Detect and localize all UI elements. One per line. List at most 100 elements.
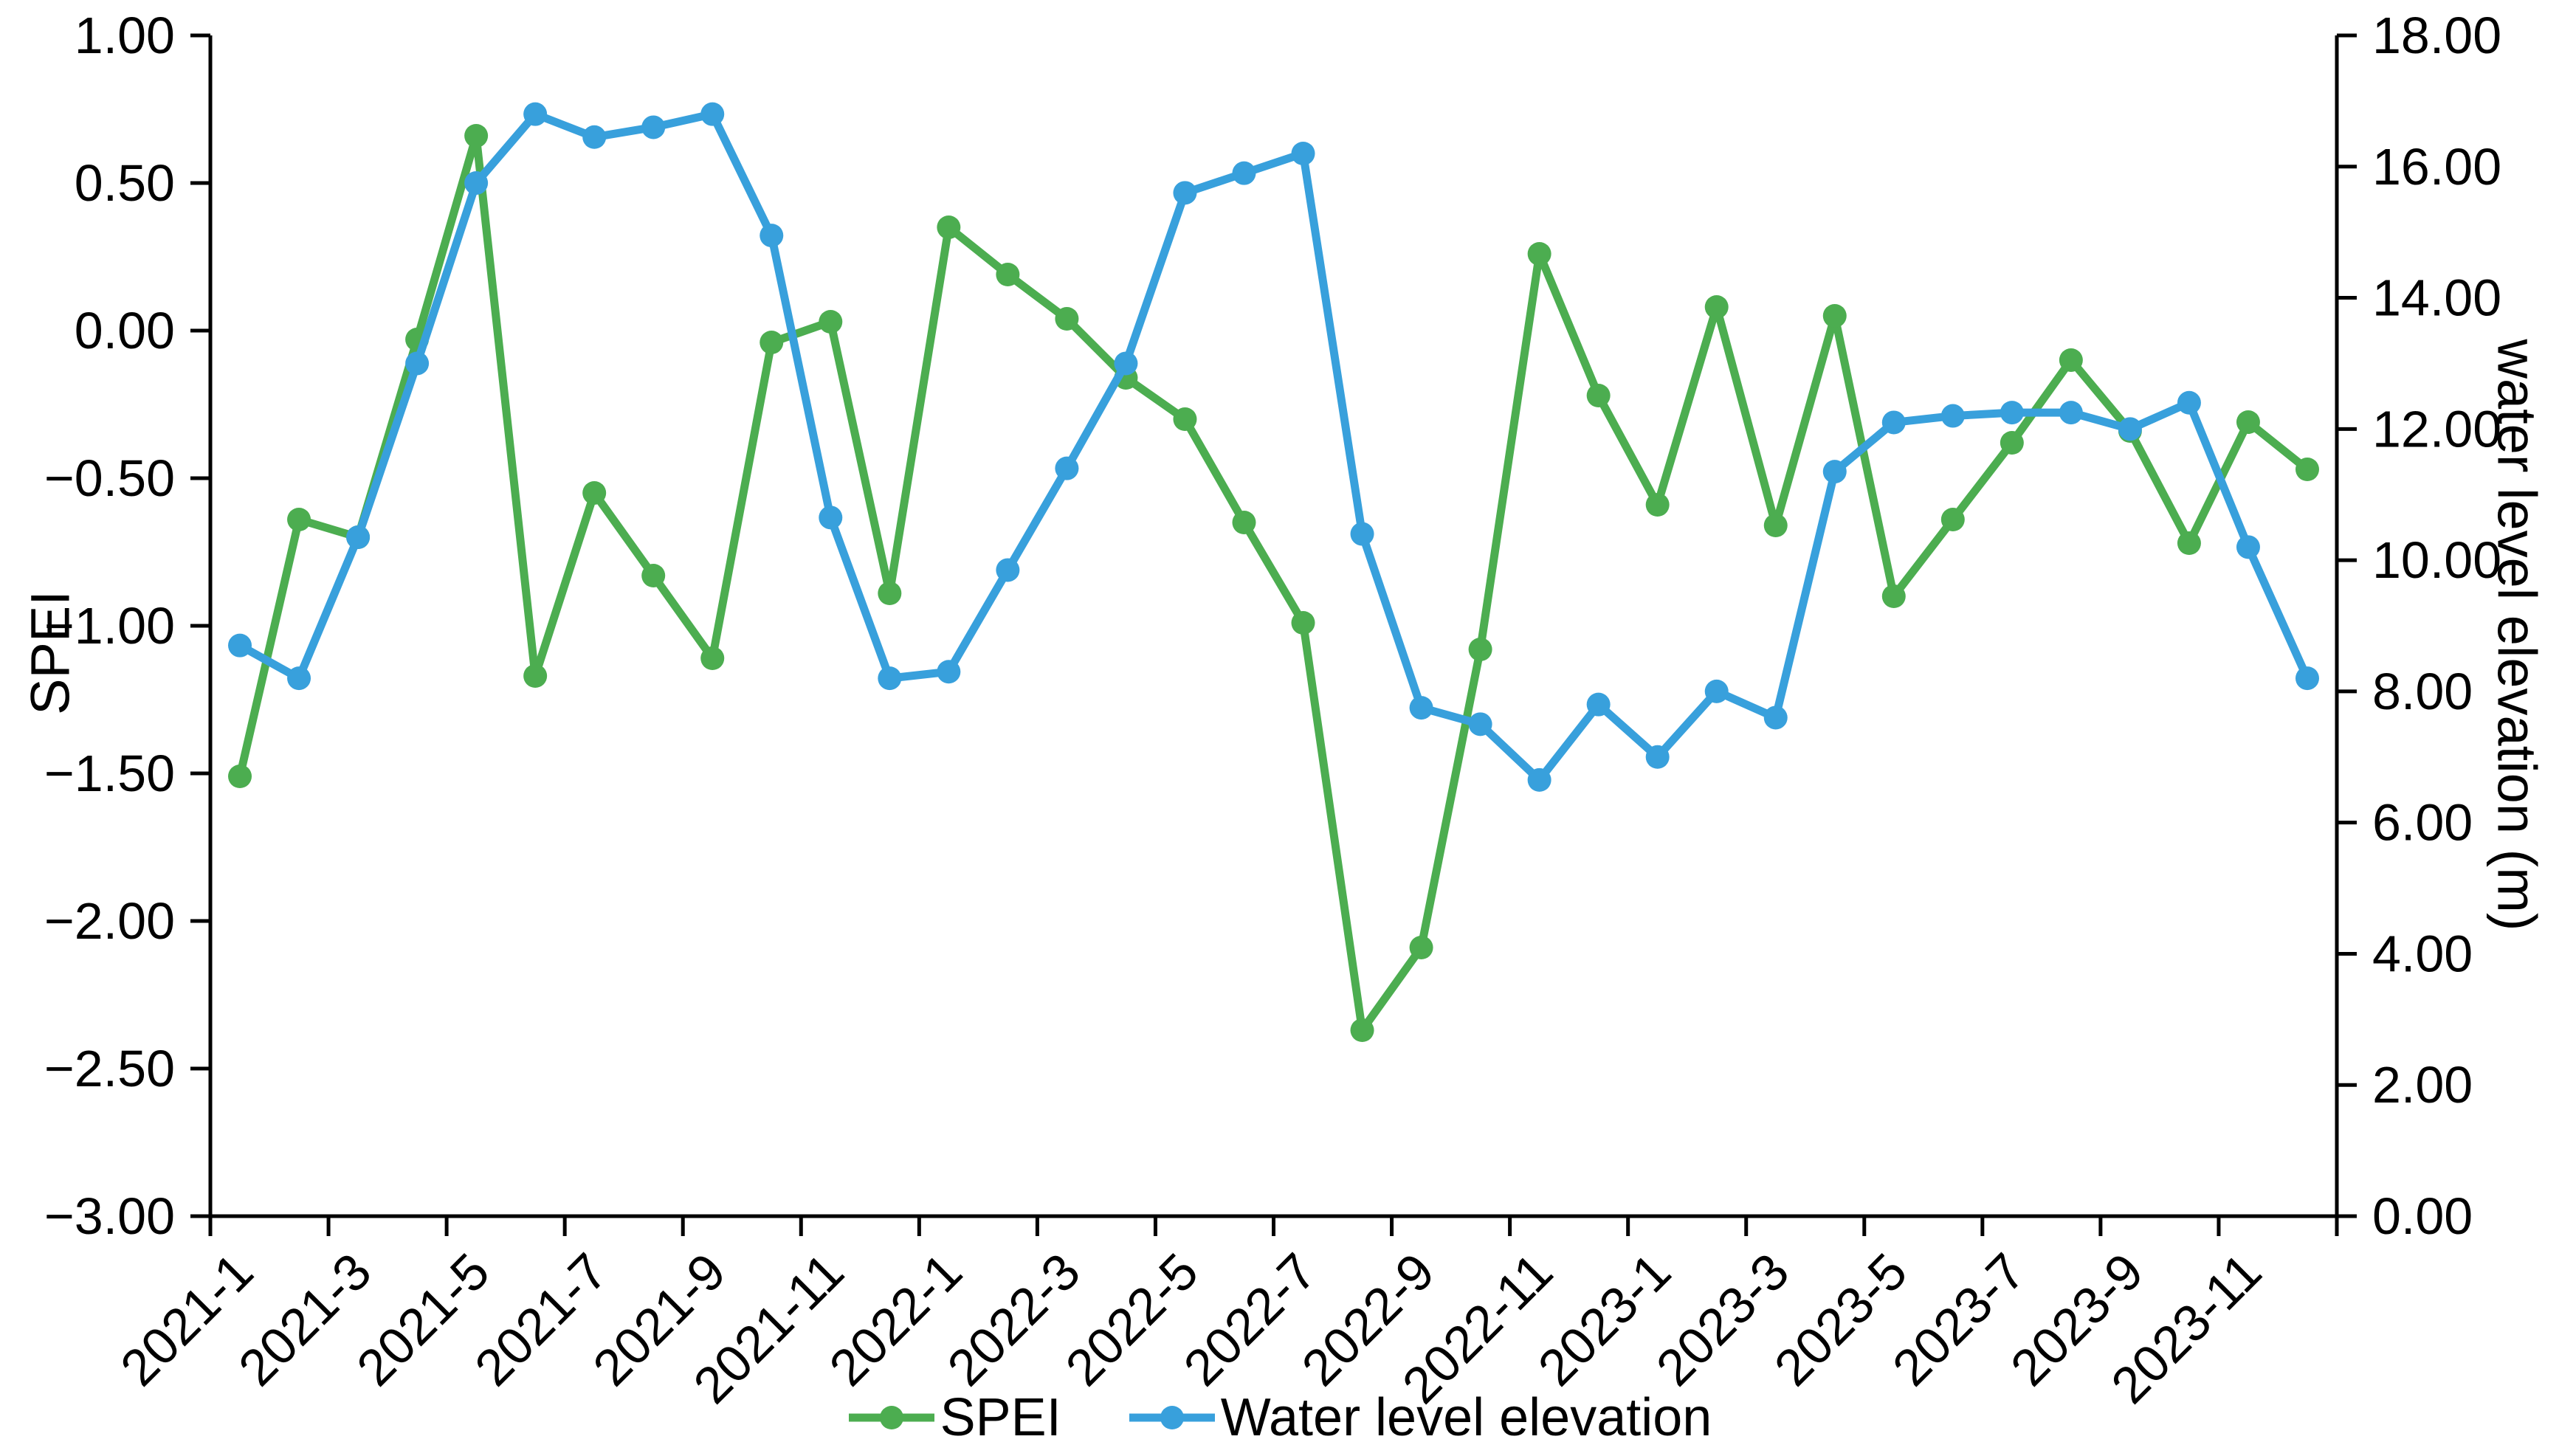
spei-marker: [1763, 514, 1788, 537]
spei-marker: [996, 263, 1020, 286]
y-right-tick-labels: 18.00 16.00 14.00 12.00 10.00 8.00 6.00 4.00 2.0…: [2372, 7, 2501, 1245]
y-right-tick-label: 0.00: [2372, 1187, 2473, 1245]
spei-line: [235, 131, 2312, 1035]
water-level-marker: [937, 660, 961, 684]
water-level-marker: [1763, 705, 1788, 730]
water-level-marker: [1232, 161, 1256, 185]
x-tick-label: 2022-1: [819, 1242, 973, 1396]
water-level-marker: [287, 666, 311, 691]
x-tick-label: 2021-1: [109, 1242, 264, 1396]
spei-marker: [1291, 611, 1315, 635]
water-level-marker: [1350, 522, 1374, 546]
water-level-marker: [819, 506, 843, 530]
water-level-marker: [996, 558, 1020, 582]
water-level-marker: [2236, 535, 2260, 559]
water-level-marker: [2295, 666, 2319, 691]
water-level-marker: [1173, 181, 1197, 205]
spei-marker: [582, 481, 607, 505]
x-tick-label: 2023-1: [1527, 1242, 1681, 1396]
spei-marker: [1350, 1018, 1374, 1042]
water-level-marker: [1822, 460, 1847, 484]
y-left-tick-labels: 1.00 0.50 0.00 −0.50 −1.00 −1.50 −2.00 −2.50 −3.…: [44, 7, 175, 1245]
spei-legend-marker-icon: [848, 1406, 934, 1429]
spei-marker: [819, 310, 843, 334]
spei-marker: [700, 646, 725, 670]
spei-marker: [1173, 407, 1197, 431]
water-level-marker: [2000, 401, 2024, 425]
spei-marker: [1468, 638, 1492, 661]
x-ticks: [208, 1216, 2339, 1236]
spei-marker: [1881, 584, 1906, 608]
spei-marker: [878, 582, 902, 605]
y-left-tick-label: −2.00: [44, 892, 175, 950]
water-level-legend-marker-icon: [1129, 1406, 1215, 1429]
spei-marker: [523, 664, 548, 688]
water-level-marker: [1940, 404, 1965, 428]
x-tick-label: 2022-5: [1055, 1242, 1209, 1396]
legend: SPEI Water level elevation: [0, 1387, 2559, 1448]
legend-label-spei: SPEI: [940, 1388, 1061, 1447]
spei-marker: [641, 564, 666, 587]
y-left-tick-label: −3.00: [44, 1187, 175, 1245]
right-axis-title: water level elevation (m): [2486, 339, 2548, 931]
water-level-marker: [2059, 401, 2083, 425]
x-tick-label: 2023-5: [1763, 1242, 1918, 1396]
water-level-marker: [760, 224, 784, 248]
y-left-tick-label: −1.00: [44, 597, 175, 655]
water-level-marker: [700, 102, 725, 126]
water-level-marker: [1645, 745, 1670, 769]
y-right-tick-label: 6.00: [2372, 794, 2473, 852]
water-level-marker: [641, 115, 666, 139]
water-level-marker: [1881, 410, 1906, 435]
legend-label-water-level: Water level elevation: [1220, 1388, 1712, 1447]
y-left-tick-label: 0.00: [75, 302, 175, 359]
water-level-series: [228, 102, 2319, 792]
spei-marker: [1940, 508, 1965, 531]
water-level-marker: [346, 525, 371, 549]
y-right-tick-label: 18.00: [2372, 7, 2501, 64]
y-right-ticks: [2337, 33, 2357, 1218]
y-left-tick-label: −1.50: [44, 745, 175, 802]
spei-marker: [2236, 410, 2260, 434]
water-level-line: [235, 110, 2312, 784]
y-right-tick-label: 14.00: [2372, 269, 2501, 327]
spei-marker: [228, 765, 252, 788]
x-tick-label: 2023-3: [1645, 1242, 1799, 1396]
water-level-marker: [523, 102, 548, 126]
water-level-marker: [1291, 142, 1315, 165]
spei-marker: [2177, 531, 2201, 555]
x-tick-label: 2022-3: [937, 1242, 1091, 1396]
water-level-marker: [1409, 696, 1433, 720]
water-level-marker: [1704, 679, 1729, 703]
y-right-tick-label: 12.00: [2372, 400, 2501, 458]
spei-marker: [2059, 348, 2083, 372]
x-tick-label: 2023-7: [1881, 1242, 2036, 1396]
y-right-tick-label: 2.00: [2372, 1056, 2473, 1114]
spei-marker: [1645, 493, 1670, 517]
y-left-tick-label: −0.50: [44, 449, 175, 507]
spei-marker: [1586, 384, 1611, 407]
x-tick-label: 2021-5: [345, 1242, 500, 1396]
spei-marker: [1409, 936, 1433, 959]
legend-item-spei: SPEI: [847, 1387, 1061, 1448]
spei-marker: [1232, 511, 1256, 534]
y-right-tick-label: 10.00: [2372, 531, 2501, 589]
water-level-marker: [405, 351, 430, 376]
spei-marker: [1822, 304, 1847, 328]
x-tick-label: 2021-7: [464, 1242, 619, 1396]
spei-marker: [1055, 307, 1079, 331]
water-level-marker: [1527, 767, 1551, 792]
left-axis-title: SPEI: [19, 590, 81, 715]
water-level-marker: [2177, 390, 2201, 415]
x-tick-label: 2021-3: [227, 1242, 382, 1396]
spei-marker: [1527, 242, 1551, 266]
water-level-marker: [1114, 351, 1138, 376]
spei-marker: [937, 215, 961, 239]
y-left-tick-label: 0.50: [75, 154, 175, 212]
water-level-marker: [1468, 712, 1492, 736]
spei-marker: [2000, 431, 2024, 455]
y-left-tick-label: 1.00: [75, 7, 175, 64]
water-level-marker: [1586, 692, 1611, 717]
